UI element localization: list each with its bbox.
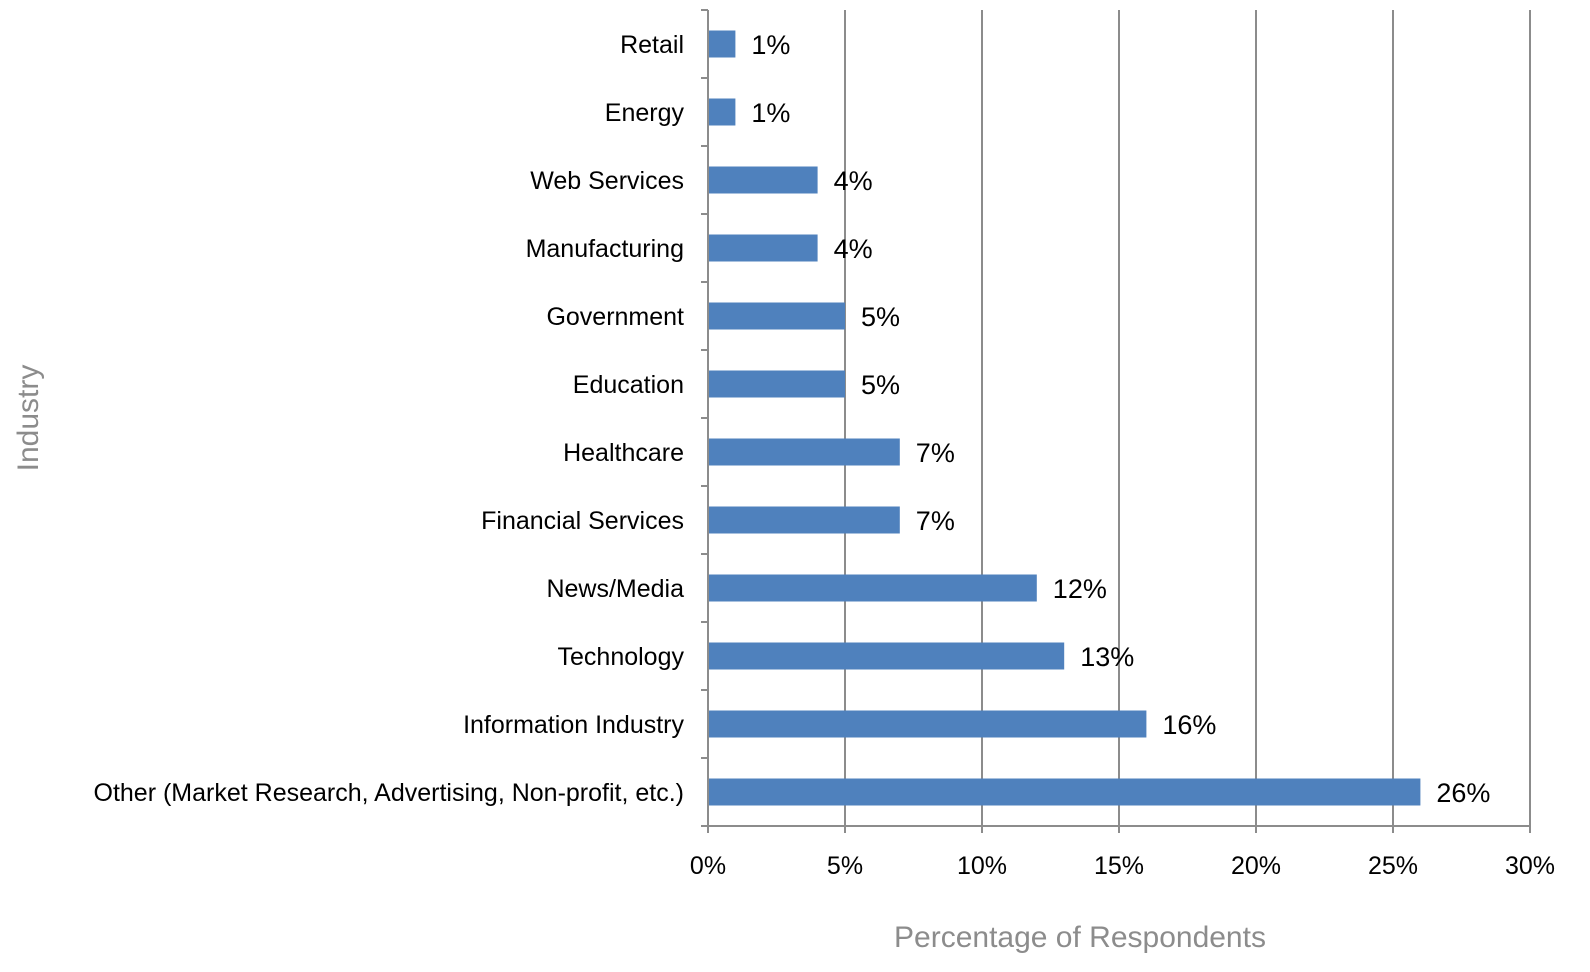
- x-axis-title: Percentage of Respondents: [894, 921, 1266, 954]
- y-category-label: Retail: [620, 31, 684, 59]
- bar: [708, 642, 1065, 670]
- y-category-label: Other (Market Research, Advertising, Non…: [94, 779, 685, 807]
- y-category-label: Technology: [558, 643, 685, 671]
- axes: [701, 9, 1531, 833]
- bar: [708, 710, 1147, 738]
- data-label: 12%: [1053, 574, 1107, 604]
- bar: [708, 438, 900, 466]
- y-category-label: Web Services: [530, 167, 684, 195]
- y-category-label: Energy: [605, 99, 685, 127]
- x-tick-label: 25%: [1368, 852, 1418, 880]
- bar: [708, 98, 736, 126]
- y-category-label: Information Industry: [463, 711, 684, 739]
- gridlines: [844, 10, 1531, 826]
- bar: [708, 234, 818, 262]
- y-category-label: Healthcare: [563, 439, 684, 467]
- bar: [708, 506, 900, 534]
- y-category-label: Education: [573, 371, 684, 399]
- data-label: 26%: [1436, 778, 1490, 808]
- data-label: 5%: [861, 370, 900, 400]
- x-tick-label: 20%: [1231, 852, 1281, 880]
- y-category-label: Government: [546, 303, 684, 331]
- data-label: 7%: [916, 438, 955, 468]
- bar: [708, 778, 1421, 806]
- data-label: 16%: [1162, 710, 1216, 740]
- data-label: 7%: [916, 506, 955, 536]
- x-tick-label: 15%: [1094, 852, 1144, 880]
- x-tick-label: 5%: [827, 852, 863, 880]
- bar: [708, 370, 845, 398]
- data-label: 1%: [751, 30, 790, 60]
- y-axis-title: Industry: [12, 365, 45, 472]
- data-label: 13%: [1080, 642, 1134, 672]
- x-tick-label: 0%: [690, 852, 726, 880]
- bars: [708, 30, 1421, 806]
- data-label: 1%: [751, 98, 790, 128]
- data-label: 4%: [834, 166, 873, 196]
- x-tick-label: 30%: [1505, 852, 1555, 880]
- bar: [708, 574, 1037, 602]
- data-label: 4%: [834, 234, 873, 264]
- x-tick-label: 10%: [957, 852, 1007, 880]
- y-category-label: News/Media: [546, 575, 684, 603]
- data-label: 5%: [861, 302, 900, 332]
- bar: [708, 302, 845, 330]
- y-category-label: Manufacturing: [526, 235, 684, 263]
- bar: [708, 166, 818, 194]
- bar: [708, 30, 736, 58]
- labels: 0% 5% 10% 15% 20% 25% 30% Retail 1% Energy 1% Web S…: [94, 30, 1556, 880]
- y-category-label: Financial Services: [481, 507, 684, 535]
